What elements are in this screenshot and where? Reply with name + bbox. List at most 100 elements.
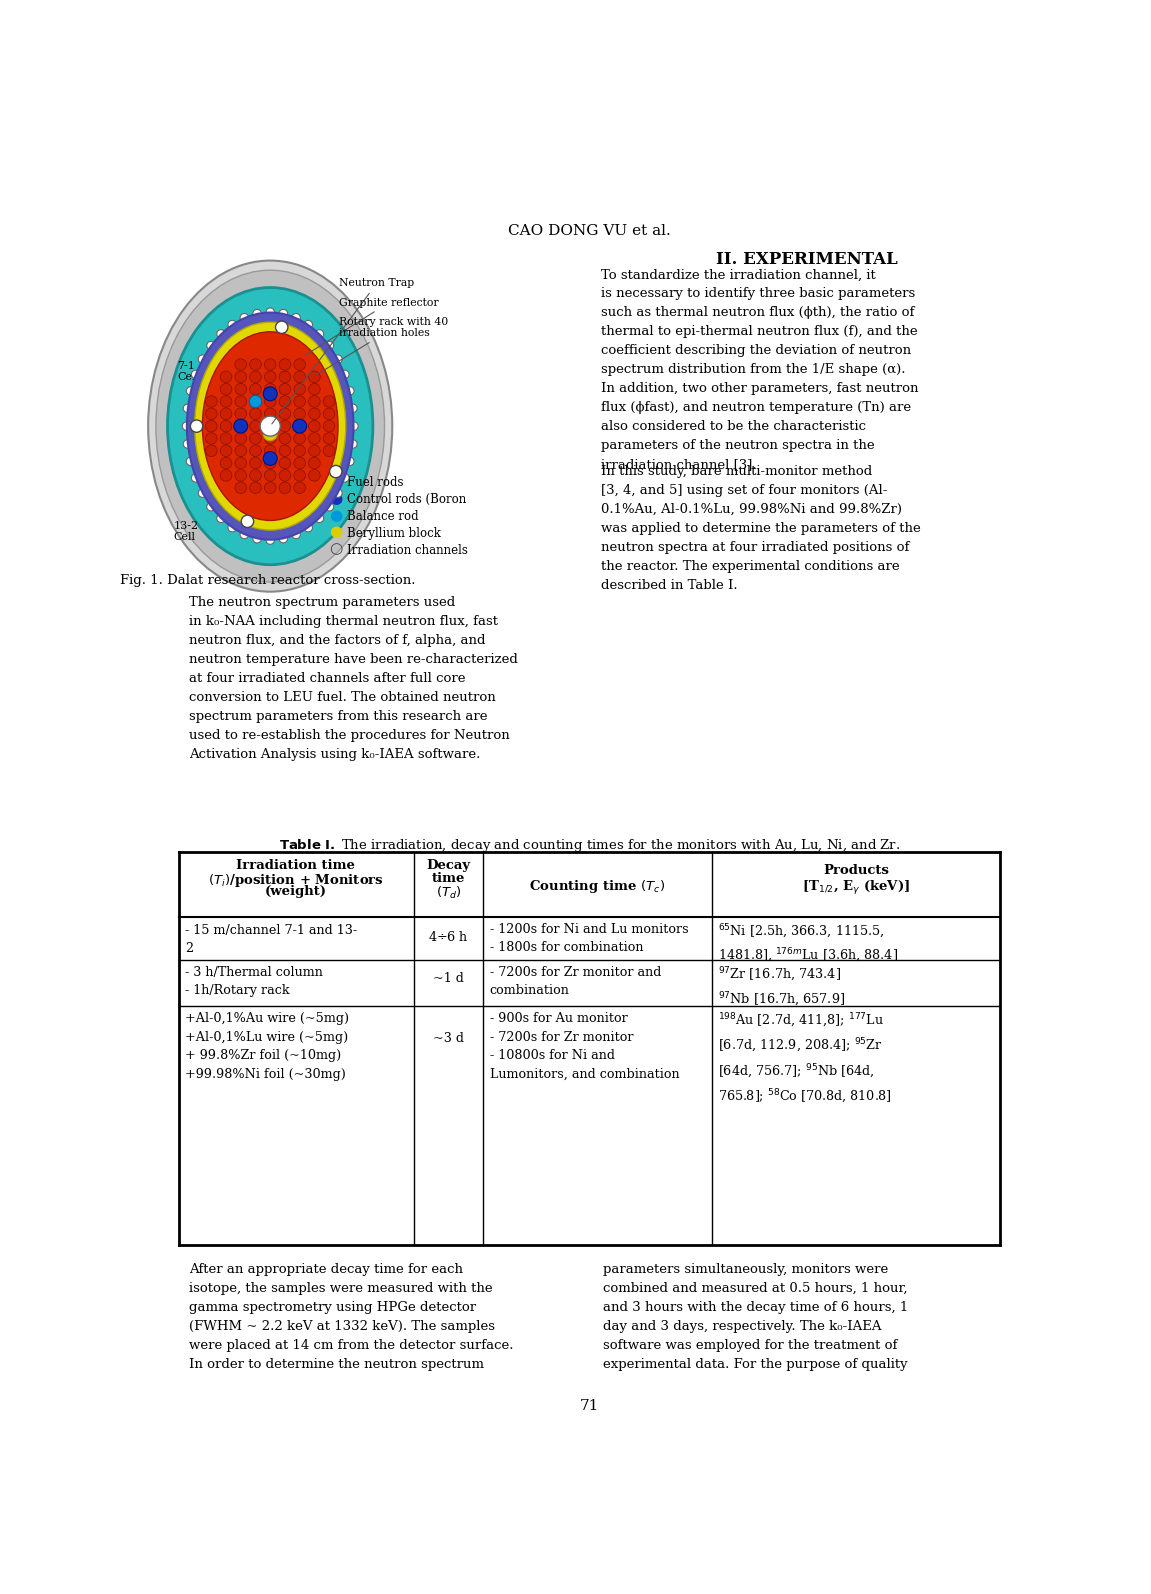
- Ellipse shape: [235, 421, 246, 432]
- Ellipse shape: [220, 457, 231, 469]
- Ellipse shape: [198, 489, 207, 497]
- Ellipse shape: [294, 481, 305, 494]
- Text: $^{198}$Au [2.7d, 411,8]; $^{177}$Lu
[6.7d, 112.9, 208.4]; $^{95}$Zr
[64d, 756.7: $^{198}$Au [2.7d, 411,8]; $^{177}$Lu [6.…: [718, 1012, 892, 1106]
- Ellipse shape: [294, 432, 305, 445]
- Ellipse shape: [228, 320, 236, 328]
- Ellipse shape: [323, 445, 335, 456]
- Ellipse shape: [266, 308, 274, 316]
- Circle shape: [264, 387, 277, 400]
- Ellipse shape: [235, 481, 246, 494]
- Ellipse shape: [235, 408, 246, 419]
- Ellipse shape: [315, 330, 323, 338]
- Ellipse shape: [250, 421, 261, 432]
- Ellipse shape: [294, 408, 305, 419]
- Text: ~3 d: ~3 d: [433, 1033, 464, 1046]
- Ellipse shape: [198, 355, 207, 363]
- Text: To standardize the irradiation channel, it
is necessary to identify three basic : To standardize the irradiation channel, …: [601, 268, 918, 472]
- Ellipse shape: [308, 371, 320, 383]
- Ellipse shape: [148, 260, 392, 591]
- Ellipse shape: [279, 384, 291, 395]
- Ellipse shape: [350, 422, 358, 430]
- Text: $\bf{Table\ I.}$ The irradiation, decay and counting times for the monitors with: $\bf{Table\ I.}$ The irradiation, decay …: [279, 837, 900, 853]
- Ellipse shape: [279, 395, 291, 406]
- Ellipse shape: [265, 457, 276, 469]
- Text: 4$\div$6 h: 4$\div$6 h: [428, 931, 468, 945]
- Circle shape: [275, 320, 288, 333]
- Ellipse shape: [220, 445, 231, 456]
- Ellipse shape: [206, 395, 218, 406]
- Ellipse shape: [235, 395, 246, 406]
- Ellipse shape: [349, 440, 357, 448]
- Ellipse shape: [265, 481, 276, 494]
- Text: In this study, bare multi-monitor method
[3, 4, and 5] using set of four monitor: In this study, bare multi-monitor method…: [601, 464, 921, 591]
- Text: II. EXPERIMENTAL: II. EXPERIMENTAL: [716, 252, 898, 268]
- Ellipse shape: [325, 502, 334, 512]
- Text: - 900s for Au monitor
- 7200s for Zr monitor
- 10800s for Ni and
Lumonitors, and: - 900s for Au monitor - 7200s for Zr mon…: [489, 1012, 679, 1081]
- Text: Control rods (Boron: Control rods (Boron: [346, 493, 466, 507]
- Circle shape: [264, 451, 277, 465]
- Ellipse shape: [206, 421, 218, 432]
- Ellipse shape: [323, 408, 335, 419]
- Text: Irradiation channels: Irradiation channels: [346, 544, 467, 556]
- Text: 71: 71: [580, 1398, 600, 1412]
- Ellipse shape: [182, 422, 191, 430]
- Text: (weight): (weight): [265, 885, 327, 897]
- Text: Products: Products: [823, 864, 889, 877]
- Ellipse shape: [279, 432, 291, 445]
- Ellipse shape: [235, 470, 246, 481]
- Ellipse shape: [304, 523, 312, 532]
- Ellipse shape: [308, 408, 320, 419]
- Ellipse shape: [279, 371, 291, 383]
- Text: - 3 h/Thermal column
- 1h/Rotary rack: - 3 h/Thermal column - 1h/Rotary rack: [185, 966, 322, 996]
- Ellipse shape: [279, 481, 291, 494]
- Ellipse shape: [308, 470, 320, 481]
- Text: ~1 d: ~1 d: [433, 972, 464, 985]
- Ellipse shape: [220, 395, 231, 406]
- Ellipse shape: [308, 457, 320, 469]
- Ellipse shape: [265, 384, 276, 395]
- Ellipse shape: [220, 408, 231, 419]
- Text: ○: ○: [329, 542, 343, 556]
- Ellipse shape: [183, 403, 192, 413]
- Ellipse shape: [279, 359, 291, 370]
- Ellipse shape: [250, 457, 261, 469]
- Text: ●: ●: [329, 508, 343, 523]
- Ellipse shape: [308, 432, 320, 445]
- Ellipse shape: [349, 403, 357, 413]
- Text: 7-1
Cell: 7-1 Cell: [177, 360, 199, 383]
- Ellipse shape: [279, 408, 291, 419]
- Circle shape: [264, 427, 277, 442]
- Ellipse shape: [265, 359, 276, 370]
- Ellipse shape: [279, 445, 291, 456]
- Ellipse shape: [220, 470, 231, 481]
- Ellipse shape: [186, 457, 195, 465]
- Ellipse shape: [235, 371, 246, 383]
- Ellipse shape: [220, 371, 231, 383]
- Text: Graphite reflector: Graphite reflector: [305, 298, 439, 355]
- Ellipse shape: [206, 408, 218, 419]
- Ellipse shape: [235, 432, 246, 445]
- Ellipse shape: [203, 332, 338, 521]
- Ellipse shape: [207, 502, 215, 512]
- Ellipse shape: [265, 445, 276, 456]
- Ellipse shape: [235, 445, 246, 456]
- Ellipse shape: [195, 322, 345, 531]
- Ellipse shape: [250, 359, 261, 370]
- Text: ●: ●: [329, 526, 343, 539]
- Ellipse shape: [253, 309, 261, 317]
- Ellipse shape: [265, 408, 276, 419]
- Text: +Al-0,1%Au wire (~5mg)
+Al-0,1%Lu wire (~5mg)
+ 99.8%Zr foil (~10mg)
+99.98%Ni f: +Al-0,1%Au wire (~5mg) +Al-0,1%Lu wire (…: [185, 1012, 349, 1081]
- Ellipse shape: [168, 287, 373, 564]
- Ellipse shape: [250, 481, 261, 494]
- Ellipse shape: [304, 320, 312, 328]
- Circle shape: [190, 419, 203, 432]
- Text: ●: ●: [329, 491, 343, 505]
- Ellipse shape: [250, 432, 261, 445]
- Ellipse shape: [308, 395, 320, 406]
- Ellipse shape: [183, 440, 192, 448]
- Text: Counting time $(T_c)$: Counting time $(T_c)$: [529, 878, 665, 896]
- Circle shape: [260, 416, 281, 437]
- Ellipse shape: [235, 457, 246, 469]
- Text: CAO DONG VU et al.: CAO DONG VU et al.: [508, 223, 671, 238]
- Text: The neutron spectrum parameters used
in k₀-NAA including thermal neutron flux, f: The neutron spectrum parameters used in …: [189, 596, 518, 760]
